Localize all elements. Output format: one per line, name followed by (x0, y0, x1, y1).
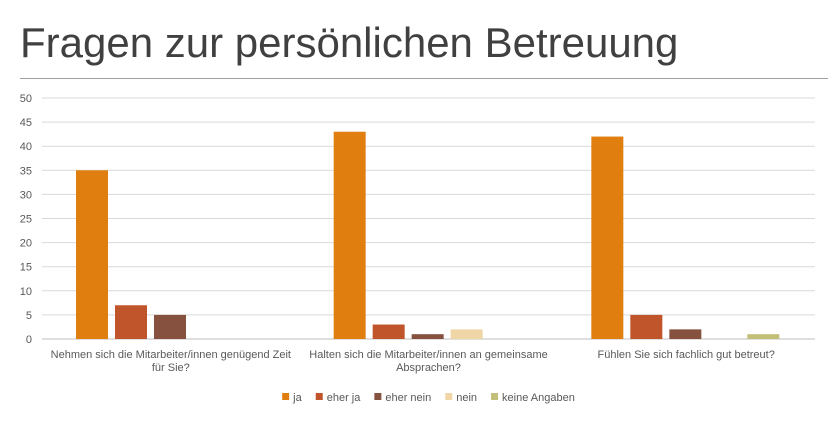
bar-eher-nein-2 (411, 334, 444, 339)
legend-item[interactable]: keine Angaben (491, 392, 575, 404)
legend-label: ja (292, 392, 302, 404)
legend-item[interactable]: eher nein (374, 392, 431, 404)
bar-ja-3 (591, 136, 624, 339)
bar-eher-ja-3 (630, 314, 663, 339)
y-tick-label: 50 (20, 93, 32, 105)
bar-keine-Angaben-3 (747, 334, 780, 339)
bar-eher-nein-1 (154, 314, 186, 339)
y-tick-label: 15 (20, 262, 32, 274)
legend-label: eher ja (327, 392, 362, 404)
y-tick-label: 45 (20, 117, 32, 129)
bar-ja-1 (76, 170, 108, 339)
legend-swatch (315, 393, 323, 400)
y-tick-label: 25 (20, 214, 32, 226)
legend-item[interactable]: eher ja (315, 392, 362, 404)
legend-label: keine Angaben (502, 392, 575, 404)
legend-item[interactable]: ja (282, 392, 303, 404)
bar-ja-2 (333, 131, 366, 339)
y-tick-label: 5 (26, 310, 32, 322)
legend-item[interactable]: nein (445, 392, 477, 404)
legend-swatch (282, 393, 290, 400)
legend-swatch (445, 393, 453, 400)
legend-label: nein (456, 392, 477, 404)
legend-swatch (374, 393, 382, 400)
bar-eher-ja-1 (115, 305, 147, 339)
y-tick-label: 10 (20, 286, 32, 298)
bar-eher-ja-2 (372, 324, 405, 339)
chart-title: Fragen zur persönlichen Betreuung (20, 19, 679, 66)
y-tick-label: 30 (20, 189, 32, 201)
y-tick-label: 0 (26, 334, 32, 346)
category-label: Nehmen sich die Mitarbeiter/innen genüge… (51, 349, 291, 374)
y-tick-label: 35 (20, 165, 32, 177)
title-divider (20, 78, 828, 79)
category-label: Halten sich die Mitarbeiter/innen an gem… (309, 349, 547, 374)
y-tick-label: 20 (20, 238, 32, 250)
bar-nein-2 (450, 329, 483, 339)
bar-eher-nein-3 (669, 329, 702, 339)
category-label: Fühlen Sie sich fachlich gut betreut? (598, 349, 775, 361)
legend-swatch (491, 393, 499, 400)
y-tick-label: 40 (20, 141, 32, 153)
legend-label: eher nein (385, 392, 431, 404)
